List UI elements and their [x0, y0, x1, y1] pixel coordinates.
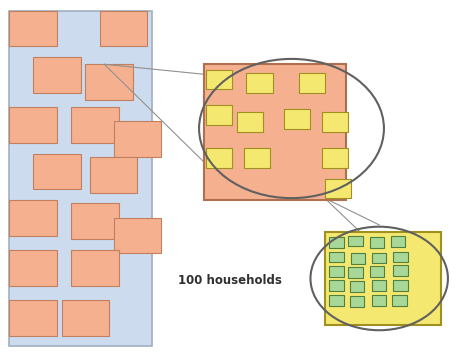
FancyBboxPatch shape: [391, 236, 405, 247]
FancyBboxPatch shape: [9, 107, 57, 143]
FancyBboxPatch shape: [9, 11, 152, 346]
FancyBboxPatch shape: [284, 109, 310, 129]
FancyBboxPatch shape: [393, 280, 408, 291]
FancyBboxPatch shape: [329, 295, 344, 306]
FancyBboxPatch shape: [100, 11, 147, 46]
FancyBboxPatch shape: [71, 250, 118, 286]
FancyBboxPatch shape: [90, 157, 137, 193]
FancyBboxPatch shape: [351, 253, 365, 264]
FancyBboxPatch shape: [329, 237, 344, 248]
FancyBboxPatch shape: [348, 267, 363, 278]
FancyBboxPatch shape: [246, 73, 273, 93]
FancyBboxPatch shape: [325, 178, 351, 198]
FancyBboxPatch shape: [299, 73, 325, 93]
FancyBboxPatch shape: [9, 250, 57, 286]
FancyBboxPatch shape: [114, 121, 161, 157]
FancyBboxPatch shape: [206, 70, 232, 89]
FancyBboxPatch shape: [206, 148, 232, 168]
FancyBboxPatch shape: [329, 252, 344, 262]
FancyBboxPatch shape: [392, 295, 407, 306]
FancyBboxPatch shape: [237, 112, 263, 132]
FancyBboxPatch shape: [9, 300, 57, 336]
FancyBboxPatch shape: [204, 64, 346, 200]
FancyBboxPatch shape: [329, 266, 344, 277]
FancyBboxPatch shape: [370, 237, 384, 248]
FancyBboxPatch shape: [348, 236, 363, 246]
FancyBboxPatch shape: [329, 280, 344, 291]
FancyBboxPatch shape: [206, 105, 232, 125]
Text: 100 households: 100 households: [178, 274, 282, 287]
FancyBboxPatch shape: [85, 64, 133, 100]
FancyBboxPatch shape: [322, 112, 348, 132]
FancyBboxPatch shape: [350, 296, 364, 307]
FancyBboxPatch shape: [62, 300, 109, 336]
FancyBboxPatch shape: [114, 218, 161, 253]
FancyBboxPatch shape: [322, 148, 348, 168]
FancyBboxPatch shape: [33, 154, 81, 189]
FancyBboxPatch shape: [370, 266, 384, 277]
FancyBboxPatch shape: [71, 107, 118, 143]
FancyBboxPatch shape: [71, 203, 118, 239]
FancyBboxPatch shape: [33, 57, 81, 93]
FancyBboxPatch shape: [350, 281, 364, 292]
FancyBboxPatch shape: [9, 200, 57, 236]
FancyBboxPatch shape: [393, 265, 408, 276]
FancyBboxPatch shape: [372, 253, 386, 263]
FancyBboxPatch shape: [325, 232, 441, 325]
FancyBboxPatch shape: [372, 280, 386, 291]
FancyBboxPatch shape: [244, 148, 270, 168]
FancyBboxPatch shape: [393, 252, 408, 262]
FancyBboxPatch shape: [9, 11, 57, 46]
FancyBboxPatch shape: [372, 295, 386, 306]
